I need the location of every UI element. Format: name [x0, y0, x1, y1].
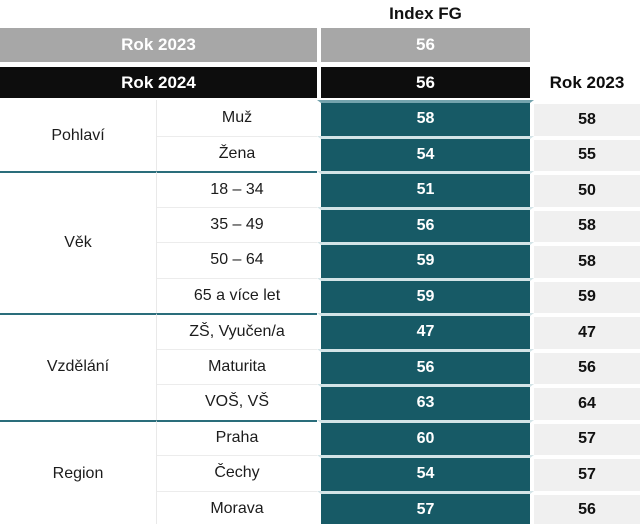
index-fg-value-cell: 56: [317, 348, 534, 384]
rok-2023-value-cell: 56: [534, 348, 640, 384]
index-fg-value-cell: 60: [317, 419, 534, 455]
rok-2024-bar-label: Rok 2024: [0, 67, 317, 98]
category-label-cell: VOŠ, VŠ: [157, 384, 317, 420]
rok-2023-value-cell: 50: [534, 171, 640, 207]
table-row: Žena 54 55: [0, 135, 640, 171]
category-label-cell: Maturita: [157, 348, 317, 384]
index-fg-column-title: Index FG: [389, 4, 462, 23]
header-spacer: [530, 28, 640, 62]
category-label-cell: ZŠ, Vyučen/a: [157, 313, 317, 349]
index-fg-value-cell: 58: [317, 100, 534, 136]
title-row: Index FG: [0, 0, 640, 28]
rok-2023-value-cell: 58: [534, 206, 640, 242]
rok-2024-overall-value: 56: [321, 67, 530, 98]
index-fg-value-cell: 59: [317, 242, 534, 278]
rok-2023-value-cell: 58: [534, 242, 640, 278]
rok-2023-value-cell: 56: [534, 490, 640, 524]
category-label-cell: Praha: [157, 419, 317, 455]
category-label-cell: Žena: [157, 135, 317, 171]
table-row: 50 – 64 59 58: [0, 242, 640, 278]
table-row: Morava 57 56: [0, 490, 640, 524]
group-label-cell: Region: [0, 419, 157, 524]
index-fg-value-cell: 54: [317, 455, 534, 491]
group-label-cell: Věk: [0, 171, 157, 313]
rok-2023-column-header: Rok 2023: [534, 67, 640, 98]
rok-2023-overall-value: 56: [321, 28, 530, 62]
index-fg-value-cell: 59: [317, 277, 534, 313]
table-row: 65 a více let 59 59: [0, 277, 640, 313]
table-row: 35 – 49 56 58: [0, 206, 640, 242]
rok-2023-value-cell: 57: [534, 455, 640, 491]
table-row: Maturita 56 56: [0, 348, 640, 384]
index-fg-value-cell: 56: [317, 206, 534, 242]
group-label-cell: Vzdělání: [0, 313, 157, 420]
rok-2023-overall-bar: Rok 2023 56: [0, 28, 640, 62]
table-row: Region Praha 60 57: [0, 419, 640, 524]
table-row: Pohlaví Muž 58 58: [0, 100, 640, 171]
rok-2023-value-cell: 47: [534, 313, 640, 349]
category-label-cell: 35 – 49: [157, 206, 317, 242]
index-fg-value-cell: 54: [317, 135, 534, 171]
column-gap: [317, 28, 321, 62]
rok-2023-value-cell: 57: [534, 419, 640, 455]
group-label-cell: Pohlaví: [0, 100, 157, 171]
category-label-cell: 65 a více let: [157, 277, 317, 313]
category-label-cell: 18 – 34: [157, 171, 317, 207]
rok-2023-value-cell: 55: [534, 135, 640, 171]
rok-2023-value-cell: 59: [534, 277, 640, 313]
rok-2023-value-cell: 58: [534, 100, 640, 136]
table-row: Vzdělání ZŠ, Vyučen/a 47 47: [0, 313, 640, 420]
index-fg-value-cell: 47: [317, 313, 534, 349]
index-fg-value-cell: 57: [317, 490, 534, 524]
table-row: Čechy 54 57: [0, 455, 640, 491]
demographics-table: Pohlaví Muž 58 58 Žena 54 55 Věk 18 – 34…: [0, 100, 640, 524]
table-row: VOŠ, VŠ 63 64: [0, 384, 640, 420]
category-label-cell: Čechy: [157, 455, 317, 491]
table-row: Věk 18 – 34 51 50: [0, 171, 640, 313]
rok-2023-bar-label: Rok 2023: [0, 28, 317, 62]
index-fg-value-cell: 63: [317, 384, 534, 420]
category-label-cell: Muž: [157, 100, 317, 136]
column-gap: [317, 67, 321, 98]
rok-2024-overall-bar: Rok 2024 56 Rok 2023: [0, 67, 640, 98]
rok-2023-value-cell: 64: [534, 384, 640, 420]
category-label-cell: Morava: [157, 490, 317, 524]
category-label-cell: 50 – 64: [157, 242, 317, 278]
index-fg-value-cell: 51: [317, 171, 534, 207]
